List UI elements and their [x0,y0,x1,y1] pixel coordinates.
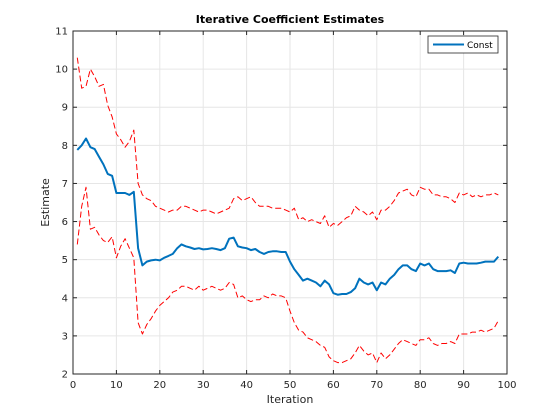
y-axis-label: Estimate [39,178,52,227]
x-tick-label: 70 [370,380,383,391]
y-tick-label: 2 [62,370,68,381]
x-tick-label: 50 [284,380,297,391]
grid [72,30,508,375]
tick-layer: 0 10 20 30 40 50 60 70 80 90 100 2 3 4 5 6 7 8 9 10 11 [55,27,516,392]
y-tick-label: 8 [62,141,68,152]
x-tick-label: 40 [240,380,253,391]
y-tick-label: 3 [62,331,68,342]
confidence-bound-line-2 [76,186,499,364]
x-tick-label: 20 [153,380,166,391]
x-tick-label: 90 [457,380,470,391]
confidence-bound-line-1 [76,57,499,228]
x-axis-label: Iteration [267,393,314,406]
y-tick-label: 11 [55,27,68,38]
legend-label-const: Const [467,41,493,51]
legend: Const [427,35,499,54]
y-tick-label: 9 [62,103,68,114]
x-tick-label: 80 [414,380,427,391]
y-tick-label: 10 [55,65,68,76]
estimate-line-const [76,137,500,296]
y-tick-label: 4 [62,293,68,304]
x-tick-label: 30 [197,380,210,391]
y-tick-label: 5 [62,255,68,266]
y-tick-label: 7 [62,179,68,190]
x-tick-label: 10 [110,380,123,391]
chart-title: Iterative Coefficient Estimates [196,13,385,26]
x-tick-label: 60 [327,380,340,391]
series-layer [76,57,500,364]
y-tick-label: 6 [62,217,68,228]
x-tick-label: 100 [497,380,516,391]
x-tick-label: 0 [70,380,76,391]
